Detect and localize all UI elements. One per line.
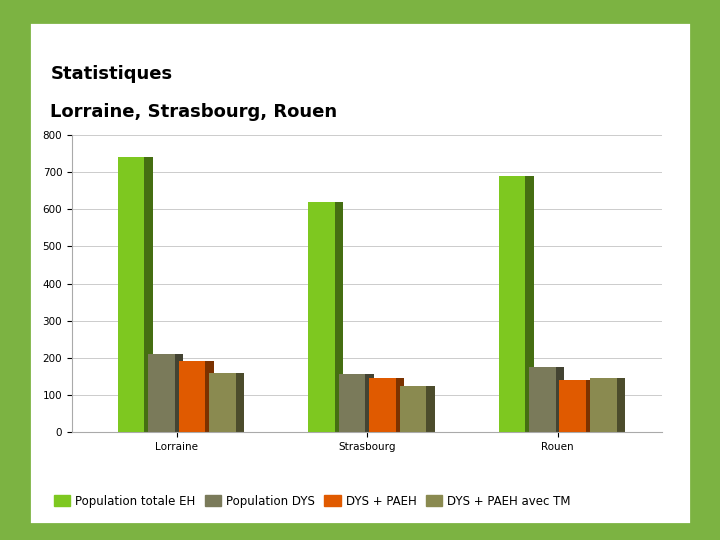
Bar bbox=[529, 367, 556, 432]
Bar bbox=[408, 386, 435, 432]
Text: Statistiques: Statistiques bbox=[50, 65, 173, 83]
Bar bbox=[157, 354, 184, 432]
Bar bbox=[179, 361, 205, 432]
Bar bbox=[338, 374, 365, 432]
Bar bbox=[568, 380, 595, 432]
Bar bbox=[126, 157, 153, 432]
Text: Lorraine, Strasbourg, Rouen: Lorraine, Strasbourg, Rouen bbox=[50, 103, 338, 120]
Bar bbox=[507, 176, 534, 432]
Bar bbox=[369, 378, 396, 432]
Bar bbox=[187, 361, 214, 432]
Bar bbox=[400, 386, 426, 432]
Bar bbox=[347, 374, 374, 432]
Bar bbox=[148, 354, 175, 432]
Bar bbox=[317, 202, 343, 432]
Bar bbox=[498, 176, 526, 432]
Bar bbox=[117, 157, 145, 432]
Bar bbox=[209, 373, 236, 432]
Bar bbox=[559, 380, 586, 432]
Bar bbox=[598, 378, 626, 432]
Legend: Population totale EH, Population DYS, DYS + PAEH, DYS + PAEH avec TM: Population totale EH, Population DYS, DY… bbox=[49, 490, 575, 512]
Bar bbox=[538, 367, 564, 432]
Bar bbox=[308, 202, 335, 432]
Bar bbox=[590, 378, 617, 432]
Bar bbox=[217, 373, 244, 432]
Bar bbox=[377, 378, 405, 432]
